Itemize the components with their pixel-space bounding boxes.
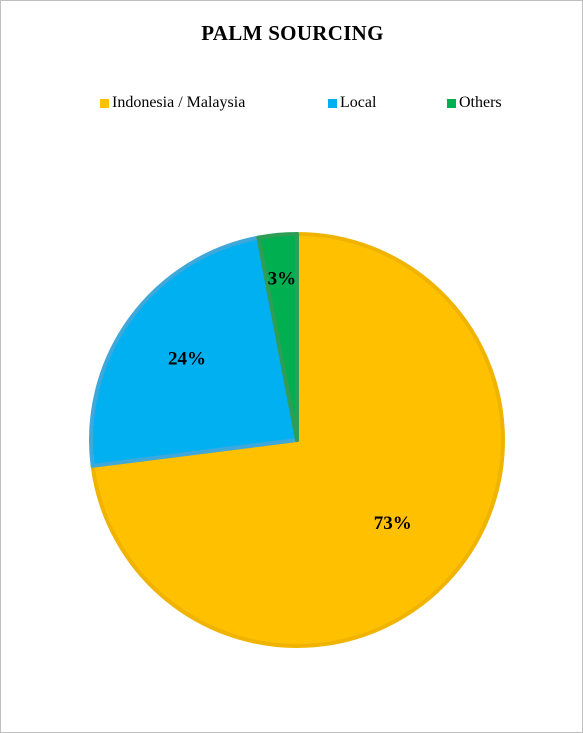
data-label-indonesia-malaysia: 73%	[374, 513, 412, 534]
legend-item-others: Others	[447, 94, 502, 112]
data-label-local: 24%	[168, 348, 206, 369]
pie-slice-others	[256, 232, 299, 442]
chart-title: PALM SOURCING	[201, 21, 384, 45]
legend-label-others: Others	[459, 94, 502, 111]
legend-swatch-others	[447, 98, 456, 108]
legend-item-local: Local	[328, 94, 376, 112]
legend-swatch-local	[328, 98, 337, 108]
legend-item-indonesia-malaysia: Indonesia / Malaysia	[100, 94, 245, 112]
legend-label-local: Local	[340, 94, 377, 111]
legend-label-indonesia-malaysia: Indonesia / Malaysia	[112, 94, 246, 111]
data-label-others: 3%	[268, 268, 297, 289]
legend-swatch-indonesia-malaysia	[100, 98, 109, 108]
pie-slice-local	[89, 235, 299, 468]
legend: Indonesia / Malaysia Local Others	[1, 94, 583, 114]
